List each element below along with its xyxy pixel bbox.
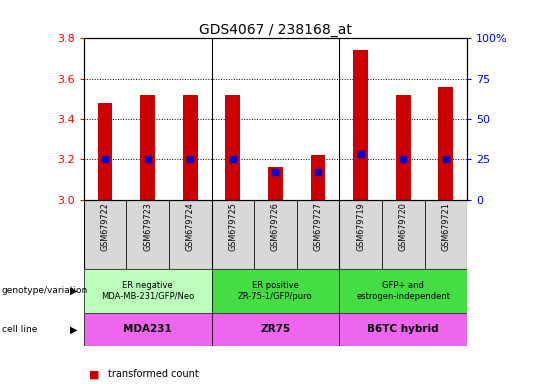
Text: GSM679719: GSM679719 [356, 202, 365, 250]
Bar [126, 200, 169, 269]
Text: ▶: ▶ [70, 324, 78, 334]
Text: ■: ■ [89, 369, 99, 379]
Bar [140, 95, 155, 200]
Text: genotype/variation: genotype/variation [2, 286, 88, 295]
Bar [339, 269, 467, 313]
Text: ER positive
ZR-75-1/GFP/puro: ER positive ZR-75-1/GFP/puro [238, 281, 313, 301]
Bar [353, 50, 368, 200]
Bar [98, 103, 112, 200]
Text: B6TC hybrid: B6TC hybrid [367, 324, 439, 334]
Text: transformed count: transformed count [108, 369, 199, 379]
Text: MDA231: MDA231 [123, 324, 172, 334]
Text: GSM679725: GSM679725 [228, 202, 237, 251]
Bar [339, 200, 382, 269]
Bar [382, 200, 424, 269]
Bar [169, 200, 212, 269]
Bar [225, 95, 240, 200]
Text: GSM679722: GSM679722 [100, 202, 110, 251]
Text: GFP+ and
estrogen-independent: GFP+ and estrogen-independent [356, 281, 450, 301]
Bar [212, 200, 254, 269]
Text: GSM679724: GSM679724 [186, 202, 195, 250]
Text: ▶: ▶ [70, 286, 78, 296]
Bar [310, 155, 326, 200]
Bar [424, 200, 467, 269]
Bar [84, 200, 126, 269]
Bar [212, 313, 339, 346]
Bar [396, 95, 410, 200]
Text: GSM679721: GSM679721 [441, 202, 450, 250]
Text: ZR75: ZR75 [260, 324, 291, 334]
Bar [84, 313, 212, 346]
Bar [183, 95, 198, 200]
Text: GSM679720: GSM679720 [399, 202, 408, 250]
Text: GSM679726: GSM679726 [271, 202, 280, 250]
Text: cell line: cell line [2, 325, 37, 334]
Bar [212, 269, 339, 313]
Bar [84, 269, 212, 313]
Text: ER negative
MDA-MB-231/GFP/Neo: ER negative MDA-MB-231/GFP/Neo [101, 281, 194, 301]
Bar [254, 200, 296, 269]
Text: GSM679727: GSM679727 [314, 202, 322, 251]
Bar [296, 200, 339, 269]
Bar [438, 87, 453, 200]
Bar [339, 313, 467, 346]
Title: GDS4067 / 238168_at: GDS4067 / 238168_at [199, 23, 352, 37]
Bar [268, 167, 283, 200]
Text: GSM679723: GSM679723 [143, 202, 152, 250]
